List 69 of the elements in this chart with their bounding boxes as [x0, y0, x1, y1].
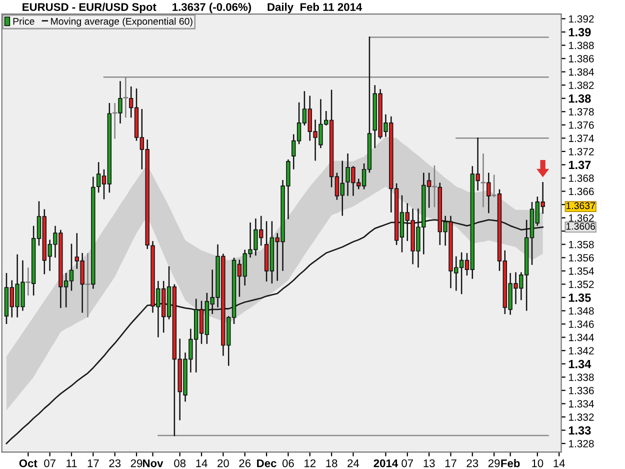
- x-tick-label: 07: [402, 459, 414, 468]
- x-tick-label: 08: [174, 459, 186, 468]
- y-tick-label: 1.352: [568, 280, 594, 288]
- y-tick-label: 1.334: [568, 400, 594, 408]
- x-tick-label: 17: [445, 459, 456, 468]
- candlestick: [26, 268, 31, 296]
- x-tick-label: 11: [66, 459, 77, 468]
- x-tick-label: 10: [532, 459, 544, 468]
- y-tick-label: 1.384: [568, 68, 594, 76]
- y-tick-label: 1.38: [568, 94, 591, 103]
- y-tick-label: 1.348: [568, 307, 594, 315]
- candlestick: [85, 253, 90, 318]
- x-tick-label: 20: [218, 459, 229, 468]
- x-tick-label: 24: [348, 459, 360, 468]
- y-tick-label: 1.358: [568, 240, 594, 248]
- y-tick-label: 1.372: [568, 148, 594, 156]
- y-tick-label: 1.336: [568, 386, 594, 394]
- y-tick-label: 1.37: [568, 160, 591, 170]
- y-tick-label: 1.392: [568, 15, 594, 23]
- x-tick-label: 14: [196, 459, 208, 468]
- x-tick-label: 13: [424, 459, 435, 468]
- candlestick: [112, 103, 118, 139]
- x-tick-label: Dec: [257, 459, 276, 468]
- y-tick-label: 1.338: [568, 374, 594, 381]
- y-tick-label: 1.35: [568, 294, 591, 302]
- x-tick-label: 29: [130, 459, 142, 468]
- x-tick-label: 12: [304, 459, 316, 468]
- candlestick: [480, 153, 486, 208]
- legend-label: Price: [13, 18, 34, 25]
- y-tick-label: 1.328: [568, 440, 594, 448]
- x-tick-label: 06: [282, 459, 294, 468]
- y-tick-label: 1.354: [568, 267, 594, 275]
- candlestick: [118, 81, 122, 124]
- x-tick-label: 17: [88, 459, 99, 468]
- candlestick: [486, 172, 491, 214]
- x-tick-label: 23: [109, 459, 121, 468]
- x-tick-label: 2014: [374, 459, 398, 468]
- x-tick-label: Oct: [19, 459, 38, 468]
- y-tick-label: 1.34: [568, 360, 592, 368]
- candlestick: [432, 165, 437, 208]
- x-tick-label: 18: [326, 459, 338, 468]
- y-tick-label: 1.374: [568, 134, 594, 142]
- chart-title: EURUSD - EUR/USD Spot 1.3637 (-0.06%) Daily Feb 11 2014: [22, 2, 362, 14]
- text: 1.3637: [566, 202, 595, 210]
- y-tick-label: 1.368: [568, 174, 594, 182]
- y-tick-label: 1.344: [568, 334, 594, 342]
- y-tick-label: 1.33: [568, 426, 591, 435]
- x-tick-label: 23: [466, 459, 478, 468]
- y-tick-label: 1.388: [568, 42, 594, 50]
- x-tick-label: Nov: [143, 459, 164, 468]
- y-tick-label: 1.386: [568, 55, 594, 62]
- legend-label: Moving average (Exponential 60): [51, 18, 192, 27]
- y-tick-label: 1.332: [568, 413, 594, 421]
- candlestick: [492, 174, 496, 198]
- y-tick-label: 1.376: [568, 121, 594, 129]
- x-tick-label: Feb: [501, 459, 520, 468]
- y-tick-label: 1.382: [568, 82, 594, 89]
- x-tick-label: 26: [239, 459, 251, 468]
- x-tick-label: 29: [488, 459, 500, 468]
- text: 1.3606: [566, 222, 596, 230]
- y-tick-label: 1.39: [568, 28, 591, 36]
- x-tick-label: 07: [44, 459, 56, 468]
- x-tick-label: 14: [554, 459, 565, 468]
- y-tick-label: 1.362: [568, 214, 594, 222]
- y-tick-label: 1.356: [568, 254, 594, 262]
- y-tick-label: 1.366: [568, 188, 594, 196]
- y-tick-label: 1.346: [568, 320, 594, 328]
- y-tick-label: 1.378: [568, 108, 594, 116]
- y-tick-label: 1.342: [568, 347, 594, 354]
